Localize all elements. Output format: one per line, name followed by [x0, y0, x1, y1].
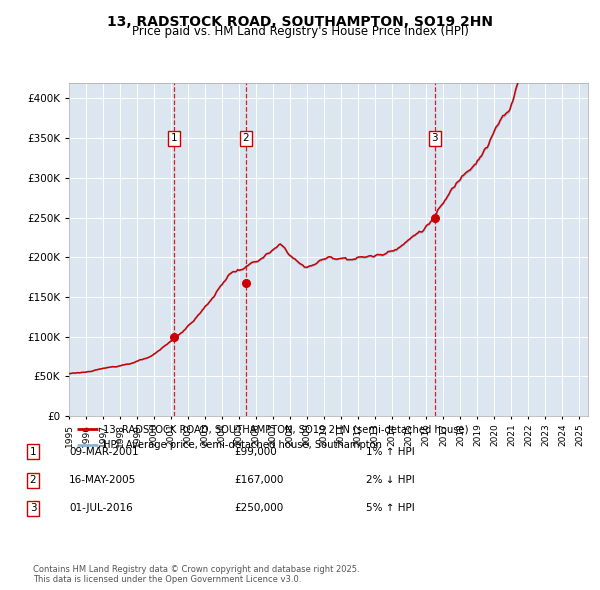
Text: Price paid vs. HM Land Registry's House Price Index (HPI): Price paid vs. HM Land Registry's House … — [131, 25, 469, 38]
Text: 01-JUL-2016: 01-JUL-2016 — [69, 503, 133, 513]
Text: 13, RADSTOCK ROAD, SOUTHAMPTON, SO19 2HN (semi-detached house): 13, RADSTOCK ROAD, SOUTHAMPTON, SO19 2HN… — [103, 424, 468, 434]
Text: 5% ↑ HPI: 5% ↑ HPI — [366, 503, 415, 513]
Text: 13, RADSTOCK ROAD, SOUTHAMPTON, SO19 2HN: 13, RADSTOCK ROAD, SOUTHAMPTON, SO19 2HN — [107, 15, 493, 29]
Text: 2: 2 — [29, 475, 37, 485]
Text: 09-MAR-2001: 09-MAR-2001 — [69, 447, 139, 457]
Text: 1: 1 — [29, 447, 37, 457]
Text: £250,000: £250,000 — [234, 503, 283, 513]
Text: 3: 3 — [431, 133, 438, 143]
Text: 1% ↑ HPI: 1% ↑ HPI — [366, 447, 415, 457]
Text: Contains HM Land Registry data © Crown copyright and database right 2025.
This d: Contains HM Land Registry data © Crown c… — [33, 565, 359, 584]
Text: 16-MAY-2005: 16-MAY-2005 — [69, 475, 136, 485]
Text: £167,000: £167,000 — [234, 475, 283, 485]
Text: HPI: Average price, semi-detached house, Southampton: HPI: Average price, semi-detached house,… — [103, 440, 382, 450]
Text: 1: 1 — [171, 133, 178, 143]
Text: £99,000: £99,000 — [234, 447, 277, 457]
Text: 2% ↓ HPI: 2% ↓ HPI — [366, 475, 415, 485]
Text: 3: 3 — [29, 503, 37, 513]
Text: 2: 2 — [242, 133, 249, 143]
